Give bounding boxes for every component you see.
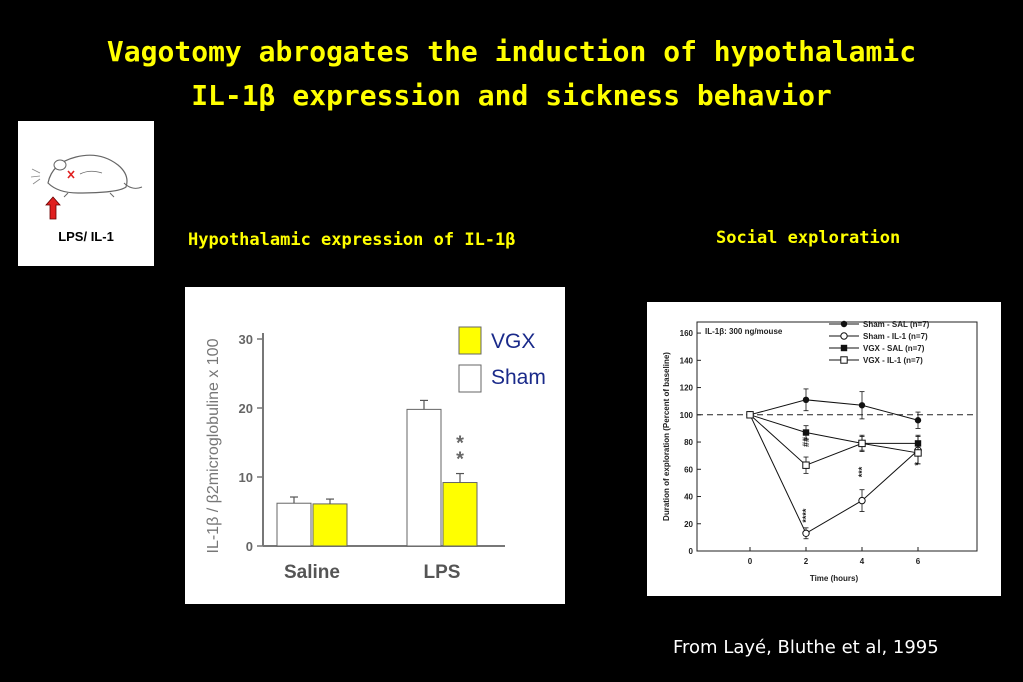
line-point-0-3 bbox=[914, 417, 922, 424]
line-point-0-1 bbox=[802, 396, 810, 404]
line-chart: 0 20 40 60 80 100 120 140 160 0 2 4 6 Time (hours) Dur… bbox=[662, 320, 978, 583]
line-legend-label: VGX - IL-1 (n=7) bbox=[863, 356, 923, 365]
line-point-3-0 bbox=[746, 411, 754, 419]
bar-y-tick-label: 20 bbox=[239, 401, 253, 416]
line-legend-marker bbox=[840, 320, 848, 328]
line-y-tick-label: 80 bbox=[684, 438, 693, 447]
inset-panel: LPS/ IL-1 bbox=[18, 121, 154, 266]
line-chart-panel: 0 20 40 60 80 100 120 140 160 0 2 4 6 Time (hours) Dur… bbox=[647, 302, 1001, 596]
legend-label-vgx: VGX bbox=[491, 330, 535, 353]
line-point-3-1 bbox=[802, 461, 810, 469]
mouse-with-vagus-cut-icon bbox=[30, 154, 143, 220]
bar-vgx-saline bbox=[312, 503, 348, 547]
line-significance-mark: ## bbox=[801, 437, 811, 447]
line-x-tick-label: 2 bbox=[804, 557, 809, 566]
line-series-1 bbox=[749, 414, 919, 535]
bar-chart-panel: 0 10 20 30 IL-1β / β2microglobuline x 100 Sal… bbox=[185, 287, 565, 604]
line-inner-label: IL-1β: 300 ng/mouse bbox=[705, 327, 783, 336]
line-significance-mark: * bbox=[913, 462, 923, 466]
line-y-tick-label: 140 bbox=[680, 356, 694, 365]
legend-swatch-sham bbox=[458, 364, 482, 393]
line-point-1-1 bbox=[802, 529, 810, 537]
bar-category-label: LPS bbox=[424, 562, 461, 583]
bar-category-label: Saline bbox=[284, 562, 340, 583]
slide-title-line2: IL-1β expression and sickness behavior bbox=[191, 79, 832, 112]
bar-y-tick-label: 10 bbox=[239, 470, 253, 485]
line-point-1-2 bbox=[858, 496, 866, 505]
line-x-tick-label: 6 bbox=[916, 557, 921, 566]
bar-significance-mark: * bbox=[456, 433, 464, 455]
line-y-tick-label: 100 bbox=[680, 411, 694, 420]
bar-sham-lps bbox=[406, 408, 442, 547]
line-x-tick-label: 0 bbox=[748, 557, 753, 566]
line-legend-marker bbox=[840, 356, 848, 364]
line-y-tick-label: 40 bbox=[684, 493, 693, 502]
line-point-2-1 bbox=[802, 429, 810, 436]
line-y-tick-label: 0 bbox=[689, 547, 694, 556]
line-legend-label: VGX - SAL (n=7) bbox=[863, 344, 925, 353]
line-legend-label: Sham - IL-1 (n=7) bbox=[863, 332, 928, 341]
line-y-tick-label: 60 bbox=[684, 465, 693, 474]
line-y-axis-label: Duration of exploration (Percent of base… bbox=[662, 352, 671, 521]
line-x-axis-label: Time (hours) bbox=[810, 574, 859, 583]
bar-y-tick-label: 30 bbox=[239, 332, 253, 347]
line-plot-frame bbox=[696, 321, 978, 552]
line-y-tick-label: 120 bbox=[680, 384, 694, 393]
line-point-3-3 bbox=[914, 449, 922, 457]
bar-sham-saline bbox=[276, 502, 312, 547]
line-y-tick-label: 20 bbox=[684, 520, 693, 529]
line-y-tick-label: 160 bbox=[680, 329, 694, 338]
bar-chart-title: Hypothalamic expression of IL-1β bbox=[188, 230, 516, 250]
line-legend-label: Sham - SAL (n=7) bbox=[863, 320, 930, 329]
line-point-3-2 bbox=[858, 439, 866, 448]
line-chart-title: Social exploration bbox=[716, 228, 901, 248]
line-legend-marker bbox=[840, 344, 848, 352]
line-significance-mark: **** bbox=[801, 508, 811, 523]
slide-title: Vagotomy abrogates the induction of hypo… bbox=[0, 30, 1023, 118]
line-point-0-2 bbox=[858, 402, 866, 409]
line-series-0 bbox=[749, 399, 919, 421]
slide-title-line1: Vagotomy abrogates the induction of hypo… bbox=[106, 35, 917, 68]
line-significance-mark: *** bbox=[857, 466, 867, 477]
bar-vgx-lps bbox=[442, 482, 478, 547]
line-x-tick-label: 4 bbox=[860, 557, 865, 566]
legend-label-sham: Sham bbox=[491, 366, 546, 389]
inset-label: LPS/ IL-1 bbox=[58, 229, 114, 244]
bar-y-tick-label: 0 bbox=[246, 539, 253, 554]
bar-y-axis-label: IL-1β / β2microglobuline x 100 bbox=[205, 338, 222, 553]
citation: From Layé, Bluthe et al, 1995 bbox=[673, 637, 939, 658]
bar-significance-mark: * bbox=[456, 449, 464, 471]
bar-chart: 0 10 20 30 IL-1β / β2microglobuline x 100 Sal… bbox=[205, 326, 546, 583]
legend-swatch-vgx bbox=[458, 326, 482, 355]
line-series-3 bbox=[749, 414, 919, 466]
line-legend-marker bbox=[840, 332, 848, 340]
line-series-2 bbox=[749, 414, 918, 444]
